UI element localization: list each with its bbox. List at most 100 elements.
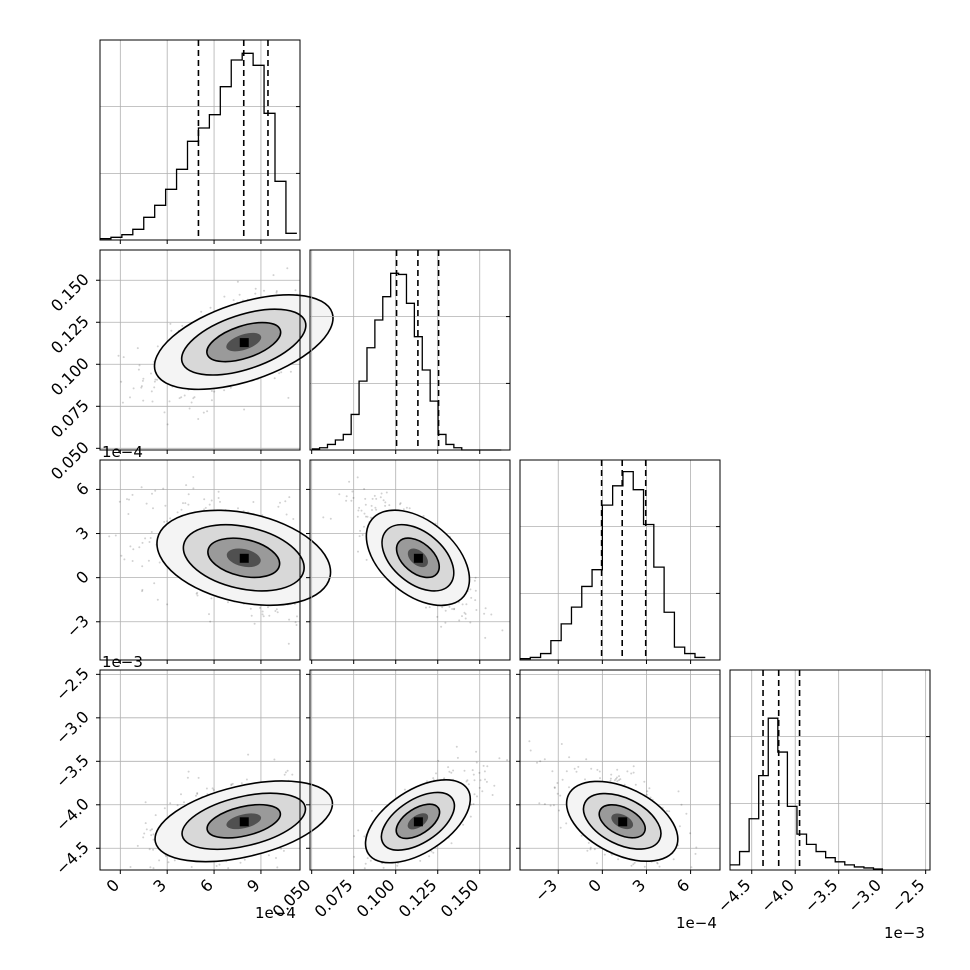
scatter-point: [152, 848, 155, 851]
y-tick-label: 6: [72, 479, 93, 500]
scatter-point: [150, 372, 152, 375]
scatter-point: [482, 764, 485, 767]
scatter-point: [506, 759, 509, 762]
scatter-point: [169, 802, 172, 805]
scatter-point: [678, 825, 681, 828]
scatter-point: [295, 624, 298, 626]
hist-bar: [144, 217, 155, 240]
scatter-point: [169, 517, 172, 520]
scatter-point: [243, 858, 246, 861]
scatter-point: [649, 796, 652, 799]
scatter-point: [465, 603, 468, 606]
x-tick-label: 0.150: [437, 875, 483, 921]
scatter-point: [463, 769, 466, 772]
scatter-point: [291, 773, 294, 776]
scatter-point: [152, 507, 154, 510]
hist-bar: [430, 401, 438, 450]
scatter-point: [227, 867, 230, 870]
scatter-point: [370, 504, 373, 507]
scatter-point: [143, 832, 146, 835]
scatter-point: [129, 545, 132, 548]
x-tick-label: 3: [149, 875, 170, 896]
hist-bar: [406, 303, 414, 450]
x-tick-label: −2.5: [888, 875, 929, 916]
hist-bar: [177, 169, 188, 240]
scatter-point: [229, 386, 232, 389]
scatter-point: [147, 559, 150, 562]
scatter-point: [268, 614, 271, 617]
scatter-point: [249, 607, 252, 610]
axes-frame: [309, 669, 511, 871]
scatter-point: [141, 565, 144, 568]
scatter-point: [192, 476, 195, 478]
scatter-point: [484, 636, 487, 639]
scatter-point: [360, 509, 363, 512]
scatter-point: [470, 596, 473, 599]
scatter-point: [148, 541, 151, 543]
x-tick-label: 9: [243, 875, 264, 896]
scatter-point: [121, 401, 124, 404]
scatter-point: [283, 773, 286, 776]
scatter-point: [190, 401, 193, 404]
scatter-point: [364, 862, 367, 865]
y-tick-label: −4.0: [52, 794, 93, 835]
scatter-point: [695, 846, 698, 849]
scatter-point: [236, 280, 239, 283]
scatter-point: [370, 809, 373, 812]
scatter-point: [453, 607, 456, 610]
scatter-point: [294, 621, 297, 624]
scatter-point: [365, 515, 367, 518]
scatter-point: [218, 863, 221, 866]
scatter-point: [634, 783, 637, 786]
hist-bar: [561, 624, 571, 660]
hist-bar: [446, 444, 454, 450]
hist-bar: [749, 819, 759, 870]
scatter-point: [217, 490, 220, 493]
scatter-point: [573, 767, 576, 770]
scatter-point: [166, 520, 168, 523]
scatter-point: [565, 822, 568, 825]
scatter-point: [610, 773, 613, 776]
x-tick-label: −4.0: [757, 875, 798, 916]
scatter-point: [209, 306, 212, 309]
scatter-point: [616, 768, 619, 771]
hist-bar: [391, 273, 399, 450]
scatter-point: [123, 558, 126, 561]
scatter-point: [250, 614, 253, 617]
scatter-point: [453, 608, 455, 611]
scatter-point: [142, 399, 145, 402]
scatter-point: [141, 541, 144, 544]
scatter-point: [351, 490, 354, 493]
scatter-point: [379, 496, 382, 499]
hist-bar: [198, 128, 209, 240]
scatter-point: [167, 861, 170, 864]
scatter-point: [469, 621, 472, 624]
scatter-point: [357, 550, 359, 553]
scatter-point: [609, 779, 612, 782]
density-peak: [618, 817, 628, 827]
scatter-point: [282, 849, 285, 852]
scatter-point: [419, 859, 422, 862]
axes-frame: [99, 459, 301, 661]
scatter-point: [472, 773, 475, 776]
scatter-point: [685, 812, 688, 815]
scatter-point: [428, 855, 431, 858]
scatter-point: [156, 598, 159, 601]
scatter-point: [254, 292, 257, 295]
hist-bar: [264, 113, 275, 240]
scatter-point: [463, 611, 466, 614]
scatter-point: [136, 347, 139, 350]
scatter-point: [205, 787, 208, 790]
scatter-point: [180, 396, 183, 399]
scatter-point: [630, 772, 633, 775]
panel-2-1: [306, 459, 511, 664]
hist-bar: [740, 852, 750, 870]
hist-bar: [335, 440, 343, 450]
scatter-point: [598, 770, 601, 773]
hist-bar: [209, 115, 220, 240]
x-tick-label: 6: [673, 875, 694, 896]
scatter-point: [384, 504, 387, 507]
y-tick-label: −4.5: [52, 838, 93, 879]
y-tick-label: 0.150: [47, 270, 93, 316]
scatter-point: [184, 502, 187, 505]
